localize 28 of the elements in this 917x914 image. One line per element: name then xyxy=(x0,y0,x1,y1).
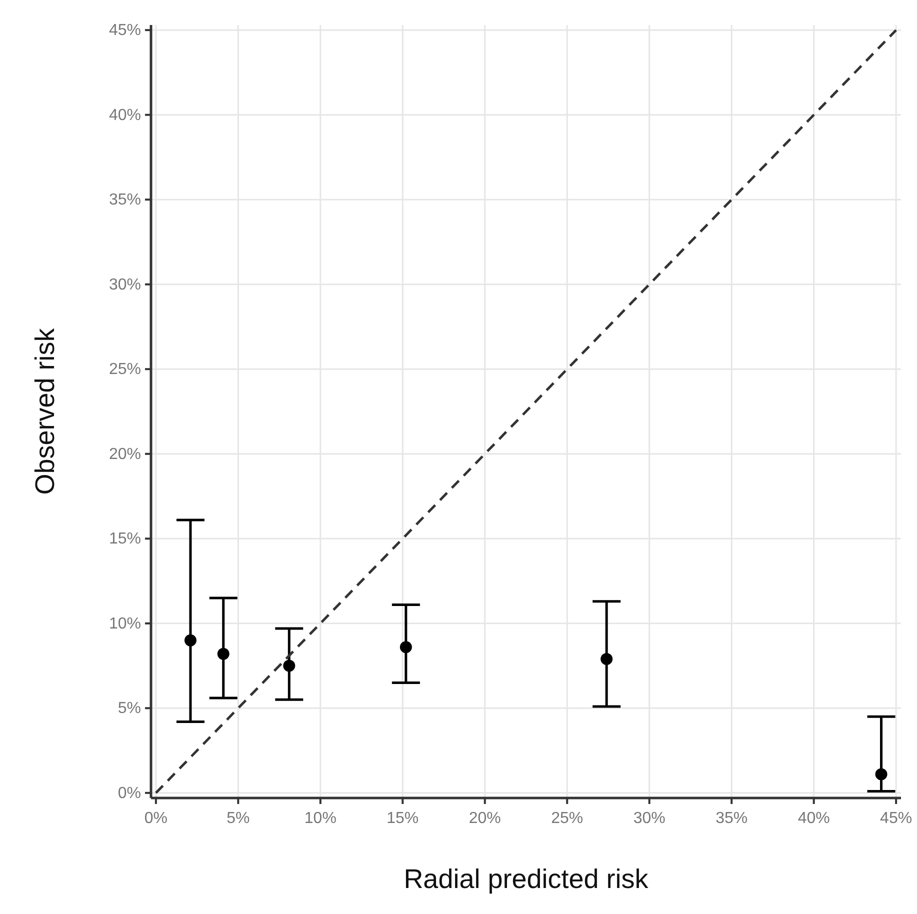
x-tick-label: 20% xyxy=(468,810,501,827)
y-tick-label: 0% xyxy=(118,784,141,802)
x-tick-label: 5% xyxy=(226,810,250,827)
y-axis-title: Observed risk xyxy=(30,328,60,495)
x-tick-label: 30% xyxy=(633,810,666,827)
x-axis-title: Radial predicted risk xyxy=(404,864,649,894)
point xyxy=(875,768,888,780)
x-tick-label: 0% xyxy=(144,810,168,827)
point xyxy=(283,660,296,672)
x-tick-label: 25% xyxy=(551,810,584,827)
point xyxy=(184,634,196,646)
y-tick-label: 30% xyxy=(108,276,141,294)
y-tick-label: 25% xyxy=(108,361,141,378)
y-tick-label: 20% xyxy=(108,446,141,463)
y-tick-label: 40% xyxy=(108,106,141,124)
point xyxy=(600,652,613,665)
point xyxy=(400,641,412,654)
x-tick-label: 35% xyxy=(716,810,748,827)
y-tick-label: 35% xyxy=(108,192,141,209)
y-tick-label: 5% xyxy=(118,700,141,718)
y-tick-label: 10% xyxy=(108,615,141,632)
x-tick-label: 10% xyxy=(304,810,336,827)
y-tick-label: 45% xyxy=(108,22,141,40)
y-tick-label: 15% xyxy=(108,530,141,548)
x-tick-label: 45% xyxy=(880,810,912,827)
x-tick-label: 40% xyxy=(798,810,830,827)
point xyxy=(217,648,230,660)
x-tick-label: 15% xyxy=(386,810,419,827)
